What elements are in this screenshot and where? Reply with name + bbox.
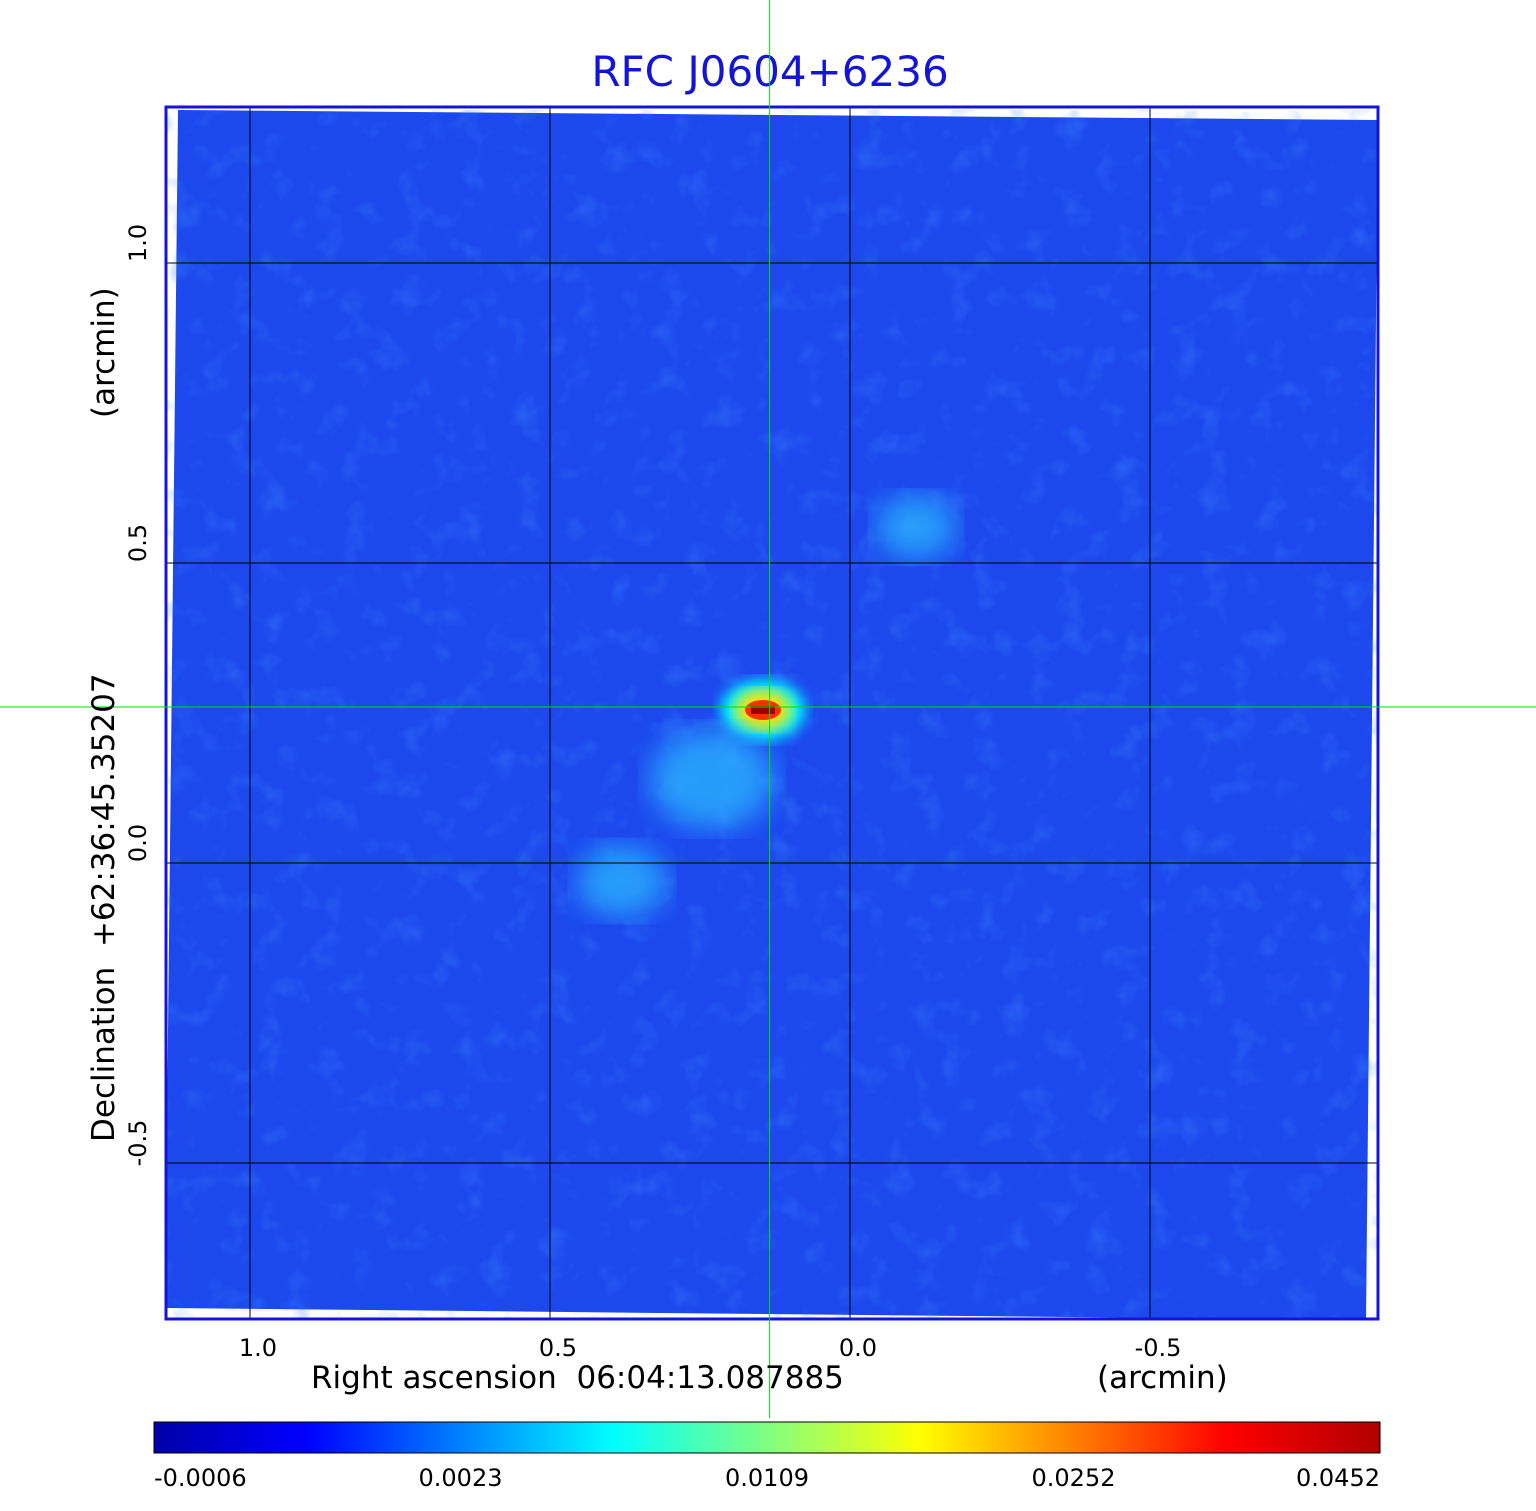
x-axis-unit: (arcmin) (1097, 1360, 1228, 1396)
colorbar-tick-label: 0.0109 (725, 1464, 809, 1492)
plot-frame (164, 105, 1380, 1321)
grid (166, 107, 1378, 1319)
y-tick-label: 1.0 (124, 224, 152, 262)
x-tick-labels: 1.0 0.5 0.0 -0.5 (239, 1334, 1182, 1362)
source-blob (576, 844, 668, 918)
source-blob (875, 494, 957, 560)
y-axis-unit: (arcmin) (86, 287, 122, 418)
crosshair (0, 0, 1536, 1418)
x-tick-label: 1.0 (239, 1334, 277, 1362)
source-core-peak (751, 706, 775, 714)
x-tick-label: -0.5 (1135, 1334, 1182, 1362)
x-tick-label: 0.5 (539, 1334, 577, 1362)
colorbar-tick-label: -0.0006 (154, 1464, 247, 1492)
colorbar (153, 1421, 1381, 1454)
source-blob (650, 729, 774, 829)
x-axis-label: Right ascension 06:04:13.087885 (311, 1360, 844, 1396)
radio-map-image (166, 110, 1378, 1319)
y-tick-label: -0.5 (124, 1120, 152, 1167)
colorbar-tick-labels: -0.0006 0.0023 0.0109 0.0252 0.0452 (154, 1464, 1380, 1492)
y-tick-label: 0.5 (124, 524, 152, 562)
y-tick-labels: 1.0 0.5 0.0 -0.5 (124, 224, 152, 1167)
colorbar-tick-label: 0.0023 (419, 1464, 503, 1492)
y-axis-label: Declination +62:36:45.35207 (86, 673, 122, 1142)
y-tick-label: 0.0 (124, 824, 152, 862)
colorbar-tick-label: 0.0452 (1296, 1464, 1380, 1492)
colorbar-tick-label: 0.0252 (1032, 1464, 1116, 1492)
x-tick-label: 0.0 (839, 1334, 877, 1362)
